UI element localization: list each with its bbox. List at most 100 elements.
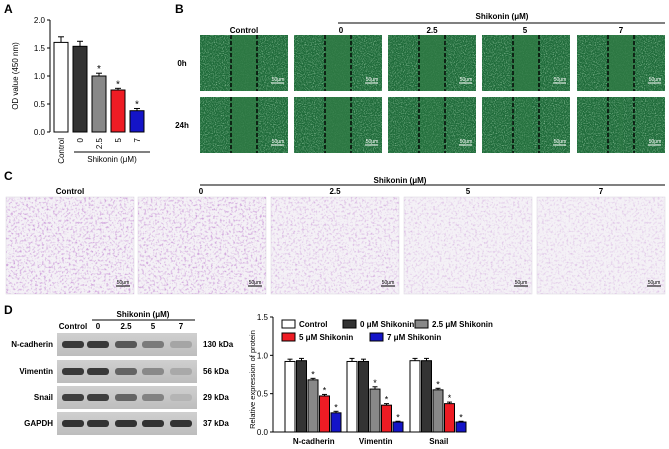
scale-bar-label: 50μm [460, 77, 473, 83]
scale-bar-label: 50μm [460, 139, 473, 145]
scale-bar-label: 50μm [272, 139, 285, 145]
protein-band [142, 420, 164, 427]
panel-b-wound-healing-images: Shikonin (μM) Control 0 2.5 5 7 0h 24h 50μm 50μm 5… [175, 12, 665, 153]
bar [284, 360, 296, 433]
bar [296, 360, 307, 433]
bar [381, 404, 392, 433]
protein-band [62, 368, 84, 375]
x-tick-label: 7 [133, 137, 142, 142]
wound-gap [231, 35, 257, 91]
wound-gap [325, 97, 351, 153]
x-tick-label: 0 [76, 137, 85, 142]
wound-image-texture [577, 97, 665, 153]
y-tick-label: 1.0 [257, 351, 269, 360]
scale-bar-label: 50μm [554, 77, 567, 83]
scale-bar-label: 50μm [649, 139, 662, 145]
panel-d-western-blot: Shikonin (μM) Control 0 2.5 5 7 N-cadherin 130 … [11, 310, 234, 435]
wound-gap [230, 97, 258, 153]
significance-mark: * [448, 393, 452, 403]
protein-band [170, 420, 192, 427]
protein-band [170, 368, 192, 375]
bar [444, 403, 455, 433]
y-tick-label: 0.0 [34, 128, 46, 137]
x-tick-label: 2.5 [95, 137, 104, 149]
legend-label: 0 μM Shikonin [360, 320, 414, 329]
significance-mark: * [436, 379, 440, 389]
x-tick-label: Control [57, 138, 66, 164]
panel-letter-d: D [4, 303, 13, 317]
bar [53, 41, 69, 133]
x-tick-label: 5 [114, 137, 123, 142]
column-label: 7 [619, 26, 624, 35]
wound-image-texture [482, 97, 570, 153]
x-category-label: Snail [429, 437, 448, 446]
column-label: Control [230, 26, 258, 35]
wound-gap [420, 97, 444, 153]
column-label: 5 [466, 187, 471, 196]
y-axis-label: OD value (450 nm) [11, 42, 20, 110]
significance-mark: * [116, 79, 120, 90]
transwell-image-texture [271, 197, 399, 294]
row-label: 24h [175, 121, 189, 130]
scale-bar-label: 50μm [554, 139, 567, 145]
legend-swatch [414, 319, 429, 329]
legend-swatch [342, 319, 357, 329]
bar [72, 45, 88, 133]
legend-swatch [369, 332, 384, 342]
protein-band [87, 368, 109, 375]
protein-band [87, 420, 109, 427]
bar [369, 388, 381, 433]
scale-bar-label: 50μm [117, 280, 130, 286]
bar [319, 395, 330, 433]
protein-band [142, 368, 164, 375]
scale-bar-label: 50μm [366, 77, 379, 83]
x-group-label: Shikonin (μM) [87, 155, 137, 164]
protein-band [62, 420, 84, 427]
group-label: Shikonin (μM) [117, 310, 170, 319]
molecular-weight: 29 kDa [203, 393, 229, 402]
y-tick-label: 1.5 [34, 44, 46, 53]
wound-gap [513, 35, 539, 91]
scale-bar-label: 50μm [249, 280, 262, 286]
transwell-image-texture [537, 197, 665, 294]
bar [455, 421, 467, 433]
protein-band [142, 394, 164, 401]
bar [330, 412, 342, 433]
bar [129, 110, 145, 133]
bar [110, 89, 126, 133]
column-label: 7 [599, 187, 604, 196]
group-label: Shikonin (μM) [476, 12, 529, 21]
y-tick-label: 1.5 [257, 313, 269, 322]
bar [91, 75, 107, 133]
legend-swatch [281, 319, 296, 329]
protein-band [115, 394, 137, 401]
significance-mark: * [396, 412, 400, 422]
wound-gap [419, 35, 445, 91]
significance-mark: * [311, 369, 315, 379]
scale-bar-label: 50μm [515, 280, 528, 286]
bar [432, 389, 444, 433]
panel-letter-a: A [4, 2, 13, 16]
wound-image-texture [388, 97, 476, 153]
protein-band [62, 394, 84, 401]
significance-mark: * [135, 99, 139, 110]
molecular-weight: 37 kDa [203, 419, 229, 428]
y-tick-label: 0.5 [257, 390, 269, 399]
lane-label: Control [59, 322, 87, 331]
protein-band [170, 341, 192, 348]
lane-label: 5 [151, 322, 156, 331]
significance-mark: * [323, 385, 327, 395]
x-category-label: Vimentin [359, 437, 393, 446]
column-label: 2.5 [329, 187, 341, 196]
column-label: 0 [339, 26, 344, 35]
protein-band [142, 341, 164, 348]
scale-bar-label: 50μm [272, 77, 285, 83]
molecular-weight: 56 kDa [203, 367, 229, 376]
significance-mark: * [334, 402, 338, 412]
column-label: 5 [523, 26, 528, 35]
scale-bar-label: 50μm [649, 77, 662, 83]
protein-name: Snail [34, 393, 53, 402]
row-label: 0h [177, 59, 186, 68]
